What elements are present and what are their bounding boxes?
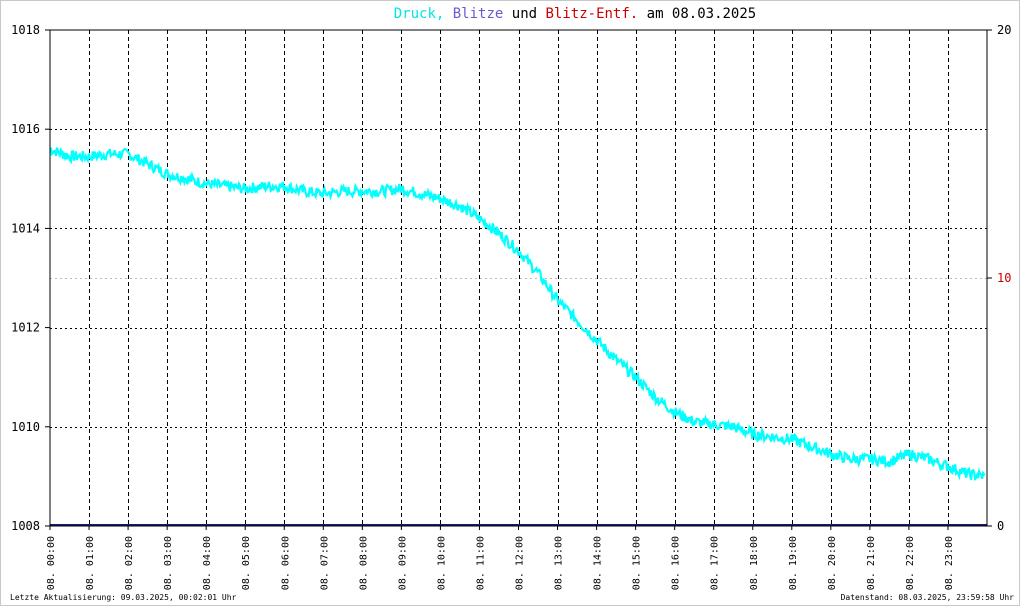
x-tick-label: 08. 19:00: [788, 536, 799, 590]
last-update-label: Letzte Aktualisierung: 09.03.2025, 00:02…: [10, 593, 237, 602]
title-part: am 08.03.2025: [638, 6, 756, 22]
x-tick-label: 08. 02:00: [124, 536, 135, 590]
x-tick-label: 08. 22:00: [905, 536, 916, 590]
left-tick-label: 1010: [11, 420, 40, 434]
left-tick-label: 1018: [11, 23, 40, 37]
x-tick-label: 08. 15:00: [632, 536, 643, 590]
x-tick-label: 08. 05:00: [241, 536, 252, 590]
x-tick-label: 08. 11:00: [475, 536, 486, 590]
x-tick-label: 08. 13:00: [554, 536, 565, 590]
grid-lines: [50, 30, 987, 526]
x-tick-label: 08. 00:00: [46, 536, 57, 590]
x-tick-label: 08. 09:00: [397, 536, 408, 590]
x-tick-label: 08. 10:00: [436, 536, 447, 590]
title-part: Blitze: [444, 6, 503, 22]
series-druck-line: [49, 146, 986, 482]
left-tick-label: 1008: [11, 519, 40, 533]
title-part: und: [503, 6, 537, 22]
plot-area-border: [49, 29, 988, 527]
x-tick-label: 08. 03:00: [163, 536, 174, 590]
x-tick-label: 08. 04:00: [202, 536, 213, 590]
x-tick-label: 08. 21:00: [866, 536, 877, 590]
x-tick-label: 08. 20:00: [827, 536, 838, 590]
x-axis-ticks: 08. 00:00 08. 01:00 08. 02:00 08. 03:00 08. …: [46, 526, 955, 590]
chart-title: Druck, Blitze und Blitz-Entf. am 08.03.2…: [394, 6, 756, 22]
left-tick-label: 1012: [11, 321, 40, 335]
x-tick-label: 08. 17:00: [710, 536, 721, 590]
right-tick-label: 0: [997, 519, 1004, 533]
x-tick-label: 08. 12:00: [515, 536, 526, 590]
right-tick-label: 20: [997, 23, 1011, 37]
x-tick-label: 08. 16:00: [671, 536, 682, 590]
right-axis-ticks: 0 10 20: [987, 23, 1011, 533]
x-tick-label: 08. 23:00: [944, 536, 955, 590]
title-part: Druck,: [394, 6, 445, 22]
x-tick-label: 08. 14:00: [593, 536, 604, 590]
title-part: Blitz-Entf.: [537, 6, 638, 22]
x-tick-label: 08. 06:00: [280, 536, 291, 590]
x-tick-label: 08. 01:00: [85, 536, 96, 590]
x-tick-label: 08. 18:00: [749, 536, 760, 590]
x-tick-label: 08. 08:00: [358, 536, 369, 590]
data-status-label: Datenstand: 08.03.2025, 23:59:58 Uhr: [840, 593, 1014, 602]
right-tick-label: 10: [997, 271, 1011, 285]
left-tick-label: 1014: [11, 221, 40, 235]
x-tick-label: 08. 07:00: [319, 536, 330, 590]
left-tick-label: 1016: [11, 122, 40, 136]
series-layer: [49, 146, 987, 526]
left-axis-ticks: 1008 1010 1012 1014 1016 1018: [11, 23, 50, 533]
